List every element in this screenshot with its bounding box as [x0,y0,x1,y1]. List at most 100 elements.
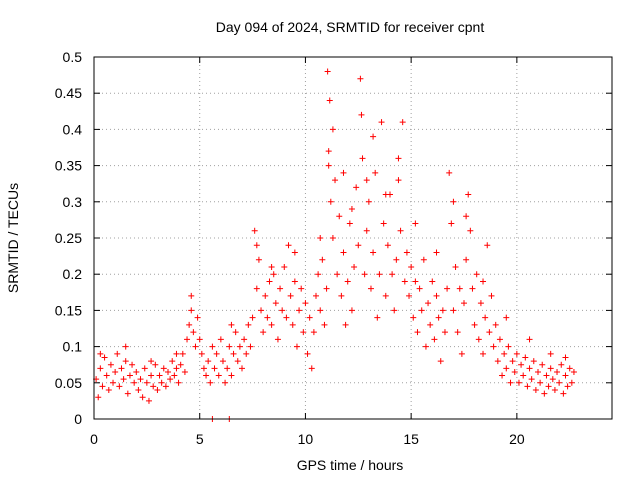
data-point [300,329,307,336]
data-point [403,249,410,256]
data-point [141,365,148,372]
data-point [234,358,241,365]
data-point [323,285,330,292]
data-point [110,379,117,386]
plot-frame [93,56,613,420]
data-point [353,184,360,191]
y-tick-label: 0.15 [55,302,82,318]
data-point [370,133,377,140]
data-point [315,271,322,278]
data-point [480,350,487,357]
data-point [397,227,404,234]
data-point [150,383,157,390]
data-point [118,365,125,372]
data-point [357,75,364,82]
data-point [291,278,298,285]
data-point [122,343,129,350]
data-point [329,126,336,133]
data-point [148,372,155,379]
data-point [566,365,573,372]
data-point [433,249,440,256]
data-point [308,365,315,372]
y-tick-label: 0.1 [63,339,83,355]
data-point [137,376,144,383]
data-point [298,285,305,292]
data-point [511,368,518,375]
data-point [253,242,260,249]
data-point [367,285,374,292]
data-point [334,271,341,278]
data-point [107,361,114,368]
y-tick-label: 0.05 [55,375,82,391]
data-point [412,278,419,285]
data-point [101,354,108,361]
data-point [486,329,493,336]
data-point [188,307,195,314]
data-point [131,379,138,386]
data-point [408,263,415,270]
data-point [520,372,527,379]
data-point [99,383,106,390]
data-point [236,343,243,350]
data-point [217,336,224,343]
data-point [554,368,561,375]
data-point [95,394,102,401]
data-point [376,271,383,278]
data-point [469,285,476,292]
data-point [116,383,123,390]
x-tick-label: 15 [403,431,419,447]
data-point [501,350,508,357]
data-point [401,278,408,285]
data-point [262,292,269,299]
data-point [503,314,510,321]
data-point [518,361,525,368]
data-point [205,358,212,365]
data-point [186,321,193,328]
data-point [215,372,222,379]
data-point [465,191,472,198]
data-point [148,358,155,365]
data-point [499,372,506,379]
data-point [380,220,387,227]
data-point [365,198,372,205]
data-point [329,235,336,241]
data-point [437,358,444,365]
data-point [482,314,489,321]
x-axis-title: GPS time / hours [297,457,404,473]
data-point [526,365,533,372]
data-point [450,198,457,205]
data-point [289,321,296,328]
data-point [361,271,368,278]
data-point [532,387,539,394]
data-point [564,383,571,390]
data-point [382,292,389,299]
y-tick-label: 0.5 [63,49,83,65]
data-point [471,321,478,328]
data-point [279,307,286,314]
data-point [190,329,197,336]
data-point [467,227,474,234]
data-point [156,372,163,379]
data-point [524,383,531,390]
data-point [264,314,271,321]
data-point [126,372,133,379]
data-point [340,169,347,176]
data-point [120,376,127,383]
data-point [194,314,201,321]
data-point [406,292,413,299]
data-point [348,206,355,213]
data-point [184,336,191,343]
data-point [211,365,218,372]
data-point [477,300,484,307]
data-point [463,213,470,220]
data-point [268,263,275,270]
data-point [270,271,277,278]
data-point [463,256,470,263]
data-point [384,242,391,249]
data-point [427,321,434,328]
data-point [374,314,381,321]
data-point [358,111,365,118]
data-point [348,307,355,314]
data-point [372,169,379,176]
data-point [494,358,501,365]
